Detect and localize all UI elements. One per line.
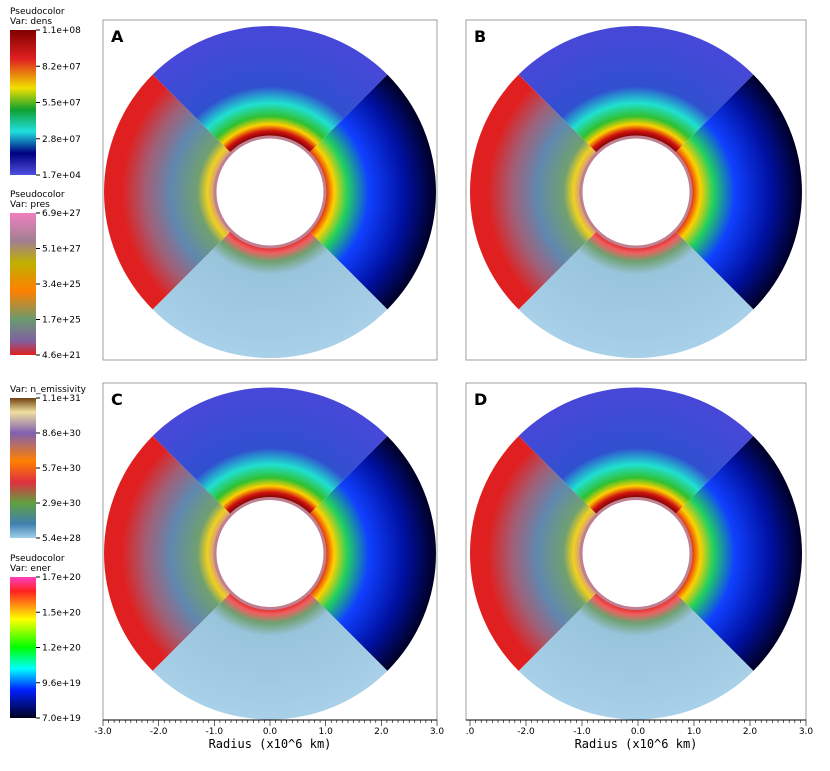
inner-core: [213, 135, 327, 249]
panel-label: B: [474, 27, 486, 46]
colorbar-tick-label: 2.8e+07: [42, 135, 81, 145]
panel-label: D: [474, 390, 487, 409]
colorbar-title: Pseudocolor: [10, 7, 65, 17]
quadrant-right: [674, 74, 802, 310]
inner-core: [579, 497, 693, 610]
panel-label: A: [111, 27, 124, 46]
quadrant-right: [308, 436, 436, 671]
colorbar: [10, 398, 36, 538]
quadrant-left: [470, 436, 598, 671]
colorbar-tick-label: 5.4e+28: [42, 534, 81, 544]
axis-tick-label: 0.0: [631, 727, 646, 737]
axis-tick-label: -1.0: [206, 727, 224, 737]
annulus: [470, 26, 802, 358]
axis-tick-label: .0: [466, 727, 475, 737]
colorbar-var: Var: pres: [10, 200, 50, 210]
axis-tick-label: 1.0: [687, 727, 702, 737]
quadrant-left: [104, 436, 232, 671]
quadrant-bottom: [152, 592, 388, 720]
panel-label: C: [111, 390, 123, 409]
colorbar-var: Var: n_emissivity: [10, 385, 87, 395]
quadrant-left: [470, 74, 598, 310]
colorbar-title: Pseudocolor: [10, 190, 65, 200]
colorbar-tick-label: 3.4e+25: [42, 280, 81, 290]
annulus: [104, 387, 436, 720]
axis-tick-label: -2.0: [517, 727, 535, 737]
quadrant-right: [308, 74, 436, 310]
quadrant-top: [518, 387, 754, 515]
inner-core: [579, 135, 693, 249]
colorbar: [10, 213, 36, 355]
axis-tick-label: 2.0: [374, 727, 389, 737]
axis-tick-label: 3.0: [430, 727, 445, 737]
quadrant-bottom: [518, 230, 754, 358]
colorbar-tick-label: 9.6e+19: [42, 679, 81, 689]
quadrant-bottom: [152, 230, 388, 358]
axis-tick-label: 2.0: [743, 727, 758, 737]
colorbar-tick-label: 1.1e+31: [42, 394, 81, 404]
colorbar-tick-label: 1.5e+20: [42, 608, 81, 618]
quadrant-top: [152, 26, 388, 154]
colorbar-tick-label: 8.2e+07: [42, 62, 81, 72]
colorbar: [10, 577, 36, 718]
colorbar-tick-label: 5.7e+30: [42, 464, 81, 474]
colorbar-var: Var: dens: [10, 17, 52, 27]
axis-tick-label: 3.0: [799, 727, 814, 737]
colorbar-tick-label: 5.1e+27: [42, 245, 81, 255]
axis-tick-label: 1.0: [319, 727, 334, 737]
colorbar-title: Pseudocolor: [10, 554, 65, 564]
colorbar-tick-label: 6.9e+27: [42, 209, 81, 219]
axis-tick-label: -2.0: [150, 727, 168, 737]
colorbar-tick-label: 1.7e+04: [42, 171, 81, 181]
annulus: [470, 387, 802, 720]
colorbar-tick-label: 5.5e+07: [42, 99, 81, 109]
quadrant-bottom: [518, 592, 754, 720]
quadrant-top: [152, 387, 388, 515]
axis-tick-label: 0.0: [263, 727, 278, 737]
axis-title: Radius (x10^6 km): [575, 737, 698, 751]
colorbar-tick-label: 8.6e+30: [42, 429, 81, 439]
quadrant-right: [674, 436, 802, 671]
quadrant-top: [518, 26, 754, 154]
colorbar-tick-label: 1.7e+20: [42, 573, 81, 583]
colorbar-tick-label: 7.0e+19: [42, 714, 81, 724]
colorbar-tick-label: 1.7e+25: [42, 316, 81, 326]
colorbar-var: Var: ener: [10, 564, 51, 574]
colorbar-tick-label: 1.1e+08: [42, 26, 81, 36]
axis-title: Radius (x10^6 km): [209, 737, 332, 751]
colorbar-tick-label: 1.2e+20: [42, 644, 81, 654]
quadrant-left: [104, 74, 232, 310]
inner-core: [213, 497, 327, 610]
colorbar: [10, 30, 36, 175]
colorbar-tick-label: 2.9e+30: [42, 499, 81, 509]
axis-tick-label: -1.0: [573, 727, 591, 737]
colorbar-tick-label: 4.6e+21: [42, 351, 81, 361]
annulus: [104, 26, 436, 358]
axis-tick-label: -3.0: [94, 727, 112, 737]
